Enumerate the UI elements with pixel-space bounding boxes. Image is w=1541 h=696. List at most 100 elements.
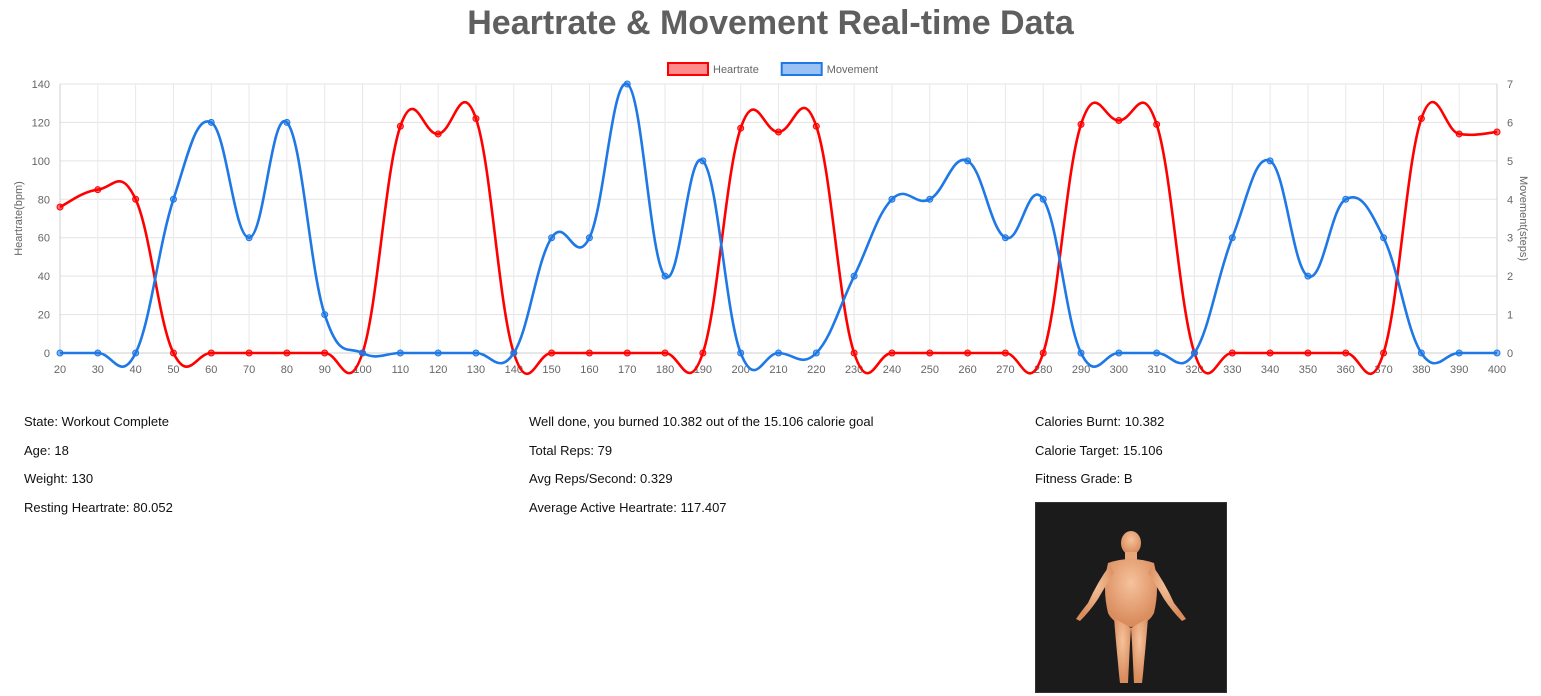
heartrate-data-point [926, 349, 934, 357]
x-tick-label: 290 [1072, 364, 1090, 376]
x-tick-label: 150 [542, 364, 560, 376]
x-tick-label: 220 [807, 364, 825, 376]
body-avatar-image [1035, 502, 1227, 693]
heartrate-data-point [1380, 349, 1388, 357]
heartrate-data-point [94, 186, 102, 194]
heartrate-data-point [1153, 120, 1161, 128]
heartrate-data-point [434, 130, 442, 138]
x-tick-label: 340 [1261, 364, 1279, 376]
heartrate-data-point [1455, 130, 1463, 138]
y-left-tick-label: 80 [38, 194, 50, 206]
heartrate-data-point [321, 349, 329, 357]
x-tick-label: 180 [656, 364, 674, 376]
heartrate-legend-swatch [667, 62, 709, 76]
movement-data-point [1304, 272, 1312, 280]
stats-column-profile: State: Workout Complete Age: 18 Weight: … [24, 412, 173, 527]
movement-data-point [1153, 349, 1161, 357]
movement-data-point [283, 118, 291, 126]
x-tick-label: 380 [1412, 364, 1430, 376]
x-tick-label: 160 [580, 364, 598, 376]
movement-data-point [1380, 234, 1388, 242]
y-right-axis-label: Movement(steps) [1517, 176, 1529, 261]
movement-data-point [775, 349, 782, 357]
movement-data-point [661, 272, 669, 280]
x-tick-label: 390 [1450, 364, 1468, 376]
heartrate-data-point [1417, 115, 1425, 123]
x-tick-label: 360 [1337, 364, 1355, 376]
x-tick-label: 170 [618, 364, 636, 376]
y-right-tick-label: 7 [1507, 79, 1513, 91]
x-tick-label: 40 [130, 364, 142, 376]
heartrate-data-point [812, 122, 820, 130]
y-right-tick-label: 0 [1507, 348, 1513, 360]
heartrate-data-point [1001, 349, 1009, 357]
x-tick-label: 60 [205, 364, 217, 376]
movement-data-point [1266, 157, 1274, 165]
movement-data-point [434, 349, 442, 357]
heartrate-data-point [1228, 349, 1236, 357]
stat-avg-reps: Avg Reps/Second: 0.329 [529, 471, 673, 487]
x-tick-label: 400 [1488, 364, 1506, 376]
x-tick-label: 130 [467, 364, 485, 376]
movement-data-point [623, 80, 631, 88]
x-tick-label: 250 [921, 364, 939, 376]
movement-data-point [1115, 349, 1123, 357]
heartrate-data-point [661, 349, 669, 357]
stat-fitness-grade: Fitness Grade: B [1035, 471, 1133, 487]
stats-column-workout: Well done, you burned 10.382 out of the … [529, 412, 874, 527]
movement-data-point [699, 157, 707, 165]
x-tick-label: 200 [732, 364, 750, 376]
movement-data-point [321, 311, 329, 319]
movement-data-point [1001, 234, 1009, 242]
heartrate-data-point [283, 349, 291, 357]
movement-data-point [1342, 195, 1350, 203]
heartrate-data-point [737, 124, 745, 132]
x-tick-label: 50 [167, 364, 179, 376]
movement-data-point [1228, 234, 1236, 242]
movement-data-point [472, 349, 480, 357]
heartrate-data-point [1077, 120, 1085, 128]
x-tick-label: 300 [1110, 364, 1128, 376]
stat-calorie-message: Well done, you burned 10.382 out of the … [529, 414, 874, 429]
movement-legend-swatch [780, 62, 823, 76]
heartrate-data-point [699, 349, 707, 357]
y-right-tick-label: 2 [1507, 271, 1513, 283]
stats-column-fitness: Calories Burnt: 10.382 Calorie Target: 1… [1035, 412, 1164, 498]
heartrate-data-point [1039, 349, 1047, 357]
stat-total-reps: Total Reps: 79 [529, 442, 613, 458]
x-tick-label: 30 [92, 364, 104, 376]
x-tick-label: 90 [319, 364, 331, 376]
heartrate-legend-label: Heartrate [713, 64, 759, 76]
movement-data-point [812, 349, 820, 357]
heartrate-data-point [775, 128, 782, 136]
x-tick-label: 310 [1147, 364, 1165, 376]
movement-data-point [1417, 349, 1425, 357]
movement-data-point [888, 195, 896, 203]
heartrate-series-line [59, 100, 1498, 376]
heartrate-data-point [1493, 128, 1501, 136]
y-left-tick-label: 20 [38, 310, 50, 322]
heartrate-movement-chart: 0 20 40 60 80 100 120 140 0 1 2 3 4 5 6 7 20 30 40 50 60 70 80… [13, 62, 1529, 376]
y-left-tick-label: 40 [38, 271, 50, 283]
heartrate-data-point [169, 349, 177, 357]
y-right-tick-label: 5 [1507, 156, 1513, 168]
heartrate-data-point [585, 349, 593, 357]
heartrate-data-point [1342, 349, 1350, 357]
movement-data-point [548, 234, 556, 242]
heartrate-data-point [1304, 349, 1312, 357]
movement-data-point [510, 349, 518, 357]
y-left-tick-label: 0 [44, 348, 50, 360]
y-left-tick-label: 60 [38, 233, 50, 245]
movement-data-point [850, 272, 858, 280]
heartrate-data-point [472, 115, 480, 123]
heartrate-data-point [245, 349, 253, 357]
x-tick-label: 20 [54, 364, 66, 376]
movement-data-point [737, 349, 745, 357]
stat-calories-burnt: Calories Burnt: 10.382 [1035, 414, 1165, 429]
heartrate-data-point [1266, 349, 1274, 357]
stat-resting-heartrate: Resting Heartrate: 80.052 [24, 500, 173, 516]
movement-data-point [585, 234, 593, 242]
heartrate-data-point [623, 349, 631, 357]
stat-calorie-target: Calorie Target: 15.106 [1035, 442, 1163, 458]
stat-age: Age: 18 [24, 442, 69, 458]
